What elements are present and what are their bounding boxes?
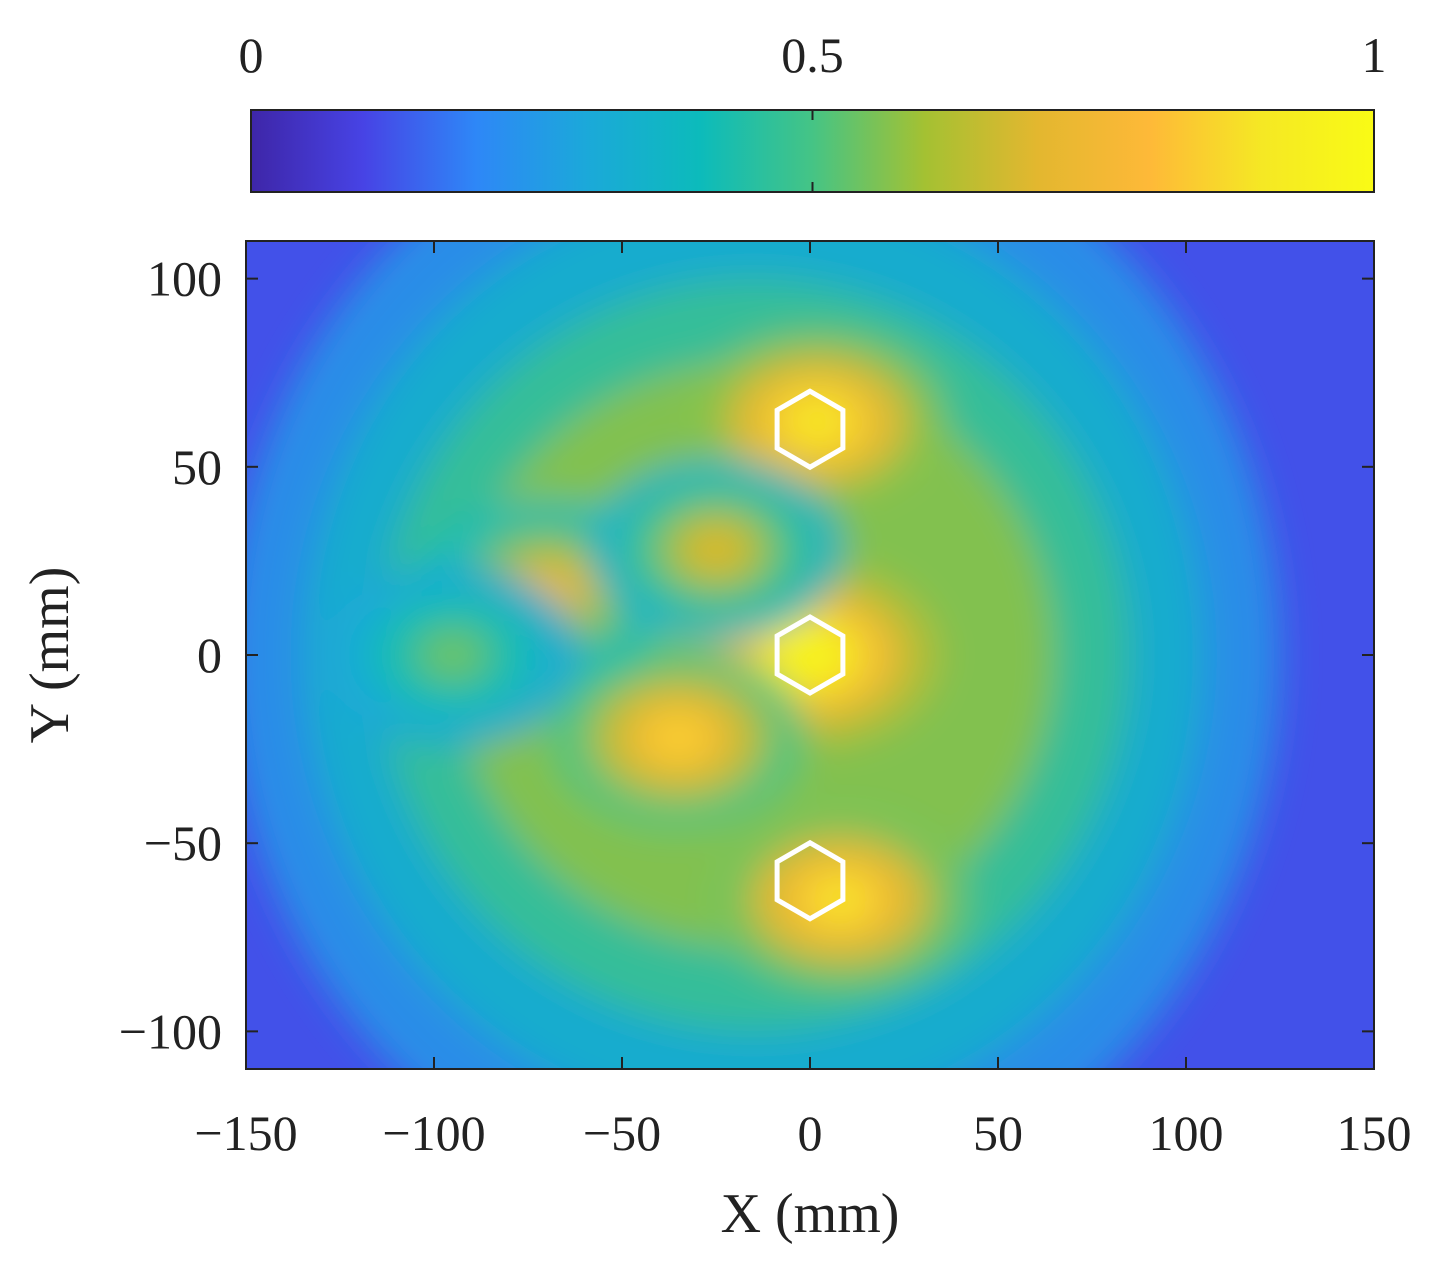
x-tick-label: 0 <box>798 1105 823 1161</box>
colorbar-tick-label: 0 <box>239 27 264 83</box>
colorbar-ticks: 0 0.5 1 <box>239 27 1387 192</box>
x-tick-label: −50 <box>583 1105 661 1161</box>
y-axis-title: Y (mm) <box>19 567 81 744</box>
heatmap-peak <box>648 715 709 761</box>
x-axis-ticks: −150 −100 −50 0 50 100 150 <box>194 241 1412 1161</box>
x-tick-label: 150 <box>1337 1105 1412 1161</box>
colorbar-tick-label: 1 <box>1362 27 1387 83</box>
heatmap-peak <box>787 399 848 445</box>
heatmap-peak <box>685 527 747 573</box>
y-tick-label: 0 <box>197 627 222 683</box>
x-axis-title: X (mm) <box>721 1183 900 1245</box>
x-tick-label: 50 <box>973 1105 1023 1161</box>
plot-area: −150 −100 −50 0 50 100 150 100 50 0 −50 −100 <box>119 240 1412 1161</box>
colorbar: 0 0.5 1 <box>239 27 1387 193</box>
x-tick-label: −100 <box>382 1105 485 1161</box>
colorbar-gradient <box>250 109 1375 193</box>
y-tick-label: 50 <box>172 439 222 495</box>
heatmap-peak <box>422 632 483 678</box>
hexagon-marker <box>774 614 846 696</box>
heatmap-field <box>246 241 1280 1069</box>
y-tick-label: 100 <box>147 251 222 307</box>
colorbar-tick-label: 0.5 <box>781 27 844 83</box>
y-tick-label: −100 <box>119 1003 222 1059</box>
x-tick-label: −150 <box>194 1105 297 1161</box>
hexagon-markers <box>774 388 846 922</box>
x-tick-label: 100 <box>1149 1105 1224 1161</box>
heatmap-peak <box>779 632 841 678</box>
y-tick-label: −50 <box>144 815 222 871</box>
hexagon-marker <box>774 388 846 471</box>
hexagon-marker <box>774 839 846 922</box>
y-axis-ticks: 100 50 0 −50 −100 <box>119 251 1374 1059</box>
